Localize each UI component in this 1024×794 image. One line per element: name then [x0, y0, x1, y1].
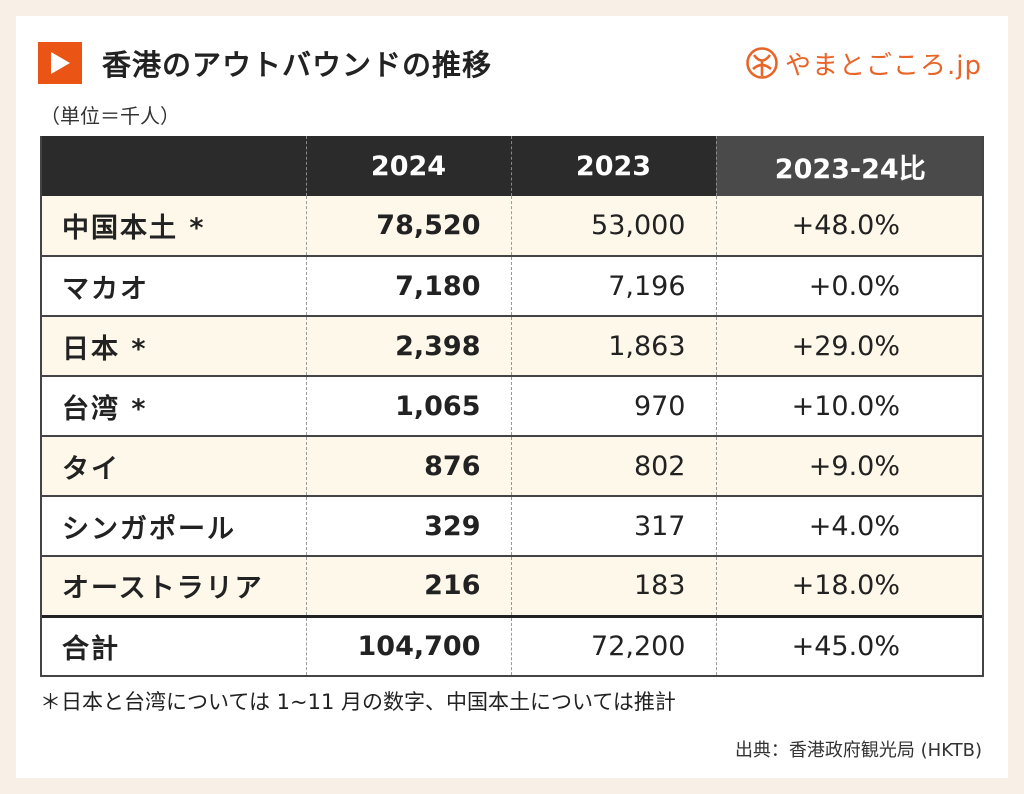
row-2023: 1,863 — [510, 316, 716, 377]
row-2024: 1,065 — [305, 376, 511, 437]
row-ratio: +0.0% — [715, 256, 984, 317]
row-name: 日本 * — [40, 316, 306, 377]
table-header-row: 2024 2023 2023-24比 — [40, 136, 984, 196]
row-ratio: +29.0% — [715, 316, 984, 377]
brand-logo: やまとごころ.jp — [745, 46, 982, 81]
row-name: シンガポール — [40, 496, 306, 557]
row-2024: 329 — [305, 496, 511, 557]
table-row: タイ 876 802 +9.0% — [40, 436, 984, 497]
header-2024: 2024 — [305, 136, 511, 196]
total-2024: 104,700 — [305, 614, 511, 677]
total-row: 合計 104,700 72,200 +45.0% — [40, 614, 984, 677]
row-ratio: +4.0% — [715, 496, 984, 557]
play-icon — [38, 42, 82, 84]
table-row: シンガポール 329 317 +4.0% — [40, 496, 984, 557]
row-name: 台湾 * — [40, 376, 306, 437]
footnote: ＊日本と台湾については 1~11 月の数字、中国本土については推計 — [40, 690, 676, 714]
row-2024: 216 — [305, 556, 511, 617]
table-row: オーストラリア 216 183 +18.0% — [40, 556, 984, 617]
row-2024: 7,180 — [305, 256, 511, 317]
infographic-card: 香港のアウトバウンドの推移 やまとごころ.jp （単位＝千人） 2024 202… — [16, 16, 1008, 778]
row-2023: 183 — [510, 556, 716, 617]
row-ratio: +48.0% — [715, 196, 984, 257]
total-ratio: +45.0% — [715, 614, 984, 677]
source-credit: 出典：香港政府観光局 (HKTB) — [734, 740, 982, 761]
row-2024: 876 — [305, 436, 511, 497]
outbound-table: 2024 2023 2023-24比 中国本土 * 78,520 53,000 … — [40, 136, 984, 677]
row-name: 中国本土 * — [40, 196, 306, 257]
row-ratio: +9.0% — [715, 436, 984, 497]
header-2023: 2023 — [510, 136, 716, 196]
header-ratio: 2023-24比 — [715, 136, 984, 196]
row-ratio: +10.0% — [715, 376, 984, 437]
total-2023: 72,200 — [510, 614, 716, 677]
row-2024: 2,398 — [305, 316, 511, 377]
table-row: 台湾 * 1,065 970 +10.0% — [40, 376, 984, 437]
title-row: 香港のアウトバウンドの推移 — [38, 42, 492, 84]
row-ratio: +18.0% — [715, 556, 984, 617]
total-name: 合計 — [40, 614, 306, 677]
row-name: タイ — [40, 436, 306, 497]
row-2023: 7,196 — [510, 256, 716, 317]
row-name: マカオ — [40, 256, 306, 317]
table-row: 中国本土 * 78,520 53,000 +48.0% — [40, 196, 984, 257]
row-2023: 317 — [510, 496, 716, 557]
page-title: 香港のアウトバウンドの推移 — [102, 48, 493, 82]
row-2024: 78,520 — [305, 196, 511, 257]
logo-mark-icon — [746, 47, 778, 79]
unit-label: （単位＝千人） — [40, 104, 180, 128]
row-name: オーストラリア — [40, 556, 306, 617]
table-row: マカオ 7,180 7,196 +0.0% — [40, 256, 984, 317]
header-blank — [40, 136, 306, 196]
row-2023: 53,000 — [510, 196, 716, 257]
row-2023: 970 — [510, 376, 716, 437]
logo-text: やまとごころ.jp — [785, 50, 982, 81]
row-2023: 802 — [510, 436, 716, 497]
table-row: 日本 * 2,398 1,863 +29.0% — [40, 316, 984, 377]
